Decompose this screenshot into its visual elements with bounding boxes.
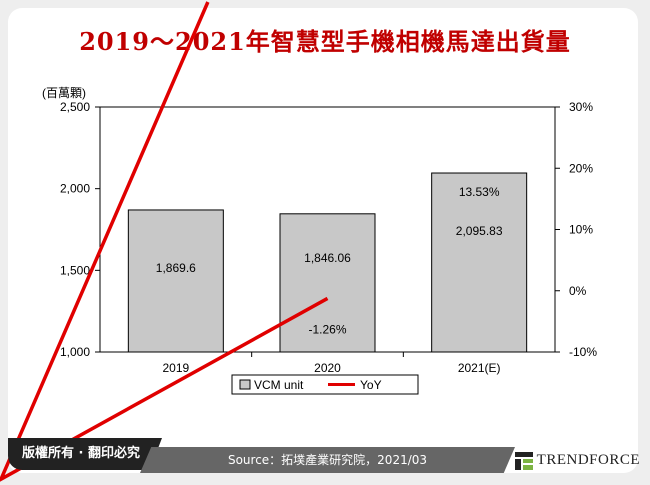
copyright-notice: 版權所有 · 翻印必究 xyxy=(8,438,162,470)
trendforce-logo-text: TRENDFORCE xyxy=(536,451,640,468)
source-note: Source：拓墣產業研究院，2021/03 xyxy=(140,447,515,473)
legend-label-vcm: VCM unit xyxy=(254,378,304,392)
page-title: 2019～2021年智慧型手機相機馬達出貨量 xyxy=(79,27,571,56)
left-tick-label: 1,000 xyxy=(60,345,90,359)
right-tick-label: 0% xyxy=(569,284,587,298)
yoy-label: -1.26% xyxy=(308,322,346,336)
trendforce-logo: TRENDFORCE xyxy=(515,446,640,474)
yoy-label: 13.53% xyxy=(459,185,500,199)
right-tick-label: 20% xyxy=(569,161,593,175)
x-tick-label: 2021(E) xyxy=(458,361,501,375)
legend-label-yoy: YoY xyxy=(360,378,382,392)
bar-2019 xyxy=(127,209,224,353)
bar-label: 1,846.06 xyxy=(304,251,351,265)
right-tick-label: 30% xyxy=(569,100,593,114)
right-tick-label: -10% xyxy=(569,345,597,359)
yoy-line xyxy=(0,1,329,482)
left-tick-label: 1,500 xyxy=(60,263,90,277)
legend-swatch-vcm xyxy=(239,379,251,390)
left-tick-label: 2,000 xyxy=(60,182,90,196)
x-tick-label: 2019 xyxy=(162,361,189,375)
bar-label: 2,095.83 xyxy=(456,224,503,238)
legend xyxy=(231,374,419,395)
right-tick-label: 10% xyxy=(569,223,593,237)
bar-2021(E) xyxy=(431,172,528,353)
bar-label: 1,869.6 xyxy=(156,261,196,275)
y-unit-label: (百萬顆) xyxy=(42,86,86,100)
x-tick-label: 2020 xyxy=(314,361,341,375)
left-tick-label: 2,500 xyxy=(60,100,90,114)
bar-2020 xyxy=(279,213,376,353)
trendforce-logo-icon xyxy=(515,452,533,470)
